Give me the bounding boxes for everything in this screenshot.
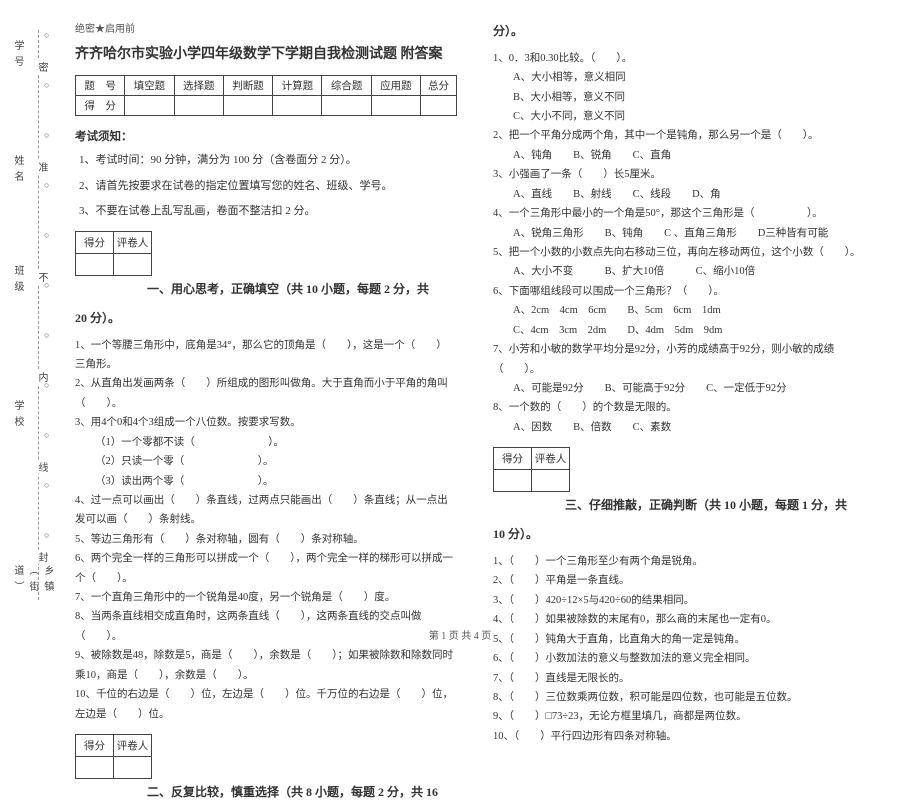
q: 9、被除数是48，除数是5，商是（ ），余数是（ ）；如果被除数和除数同时乘10… [75,646,457,685]
side-label-id: 学号 [10,40,25,72]
mini-th: 得分 [494,448,532,470]
q: 7、（ ）直线是无限长的。 [493,669,875,688]
th: 综合题 [322,76,371,96]
q: 1、0．3和0.30比较。（ ）。 [493,49,875,68]
q-sub: （2）只读一个零（ ）。 [95,452,457,471]
q: 3、（ ）420÷12×5与420÷60的结果相同。 [493,591,875,610]
section2-title: 二、反复比较，慎重选择（共 8 小题，每题 2 分，共 16 [75,783,457,800]
q: 1、（ ）一个三角形至少有两个角是锐角。 [493,552,875,571]
section1-questions: 1、一个等腰三角形中，底角是34°，那么它的顶角是（ ），这是一个（ ）三角形。… [75,336,457,724]
q: 3、用4个0和4个3组成一个八位数。按要求写数。 [75,413,457,432]
notice-item: 1、考试时间：90 分钟，满分为 100 分（含卷面分 2 分）。 [79,152,457,170]
score-table: 题 号 填空题 选择题 判断题 计算题 综合题 应用题 总分 得 分 [75,75,457,116]
opt: A、钝角 B、锐角 C、直角 [513,146,875,165]
table-row: 题 号 填空题 选择题 判断题 计算题 综合题 应用题 总分 [76,76,457,96]
mini-th: 评卷人 [114,231,152,253]
binding-strip: 学号 姓名 班级 学校 乡镇（街道） 密 准 不 内 线 封 [10,30,60,590]
q: 9、（ ）□73÷23，无论方框里填几，商都是两位数。 [493,707,875,726]
section2-questions: 1、0．3和0.30比较。（ ）。 A、大小相等，意义相同 B、大小相等，意义不… [493,49,875,437]
q: 10、（ ）平行四边形有四条对称轴。 [493,727,875,746]
q-sub: （3）读出两个零（ ）。 [95,472,457,491]
side-label-school: 学校 [10,400,25,432]
q: 6、下面哪组线段可以围成一个三角形？（ ）。 [493,282,875,301]
mini-th: 得分 [76,231,114,253]
notice-item: 3、不要在试卷上乱写乱画，卷面不整洁扣 2 分。 [79,203,457,221]
q: 8、一个数的（ ）的个数是无限的。 [493,398,875,417]
scorer-table: 得分 评卷人 [75,734,152,779]
q: 4、一个三角形中最小的一个角是50°，那这个三角形是（ ）。 [493,204,875,223]
mini-th: 得分 [76,735,114,757]
q: 3、小强画了一条（ ）长5厘米。 [493,165,875,184]
side-label-name: 姓名 [10,155,25,187]
scorer-table: 得分 评卷人 [493,447,570,492]
th: 题 号 [76,76,125,96]
section3-title: 三、仔细推敲，正确判断（共 10 小题，每题 1 分，共 [493,496,875,513]
th: 判断题 [223,76,272,96]
q: 1、一个等腰三角形中，底角是34°，那么它的顶角是（ ），这是一个（ ）三角形。 [75,336,457,375]
mini-th: 评卷人 [532,448,570,470]
notice-list: 1、考试时间：90 分钟，满分为 100 分（含卷面分 2 分）。 2、请首先按… [79,152,457,221]
th: 总分 [421,76,457,96]
left-column: 绝密★启用前 齐齐哈尔市实验小学四年级数学下学期自我检测试题 附答案 题 号 填… [65,20,475,620]
opt: A、大小相等，意义相同 [513,68,875,87]
opt: A、锐角三角形 B、钝角 C 、直角三角形 D三种皆有可能 [513,224,875,243]
scorer-table: 得分 评卷人 [75,231,152,276]
opt: C、大小不同，意义不同 [513,107,875,126]
section2-title-tail: 分）。 [493,20,875,43]
q-sub: （1）一个零都不读（ ）。 [95,433,457,452]
table-row: 得 分 [76,96,457,116]
mini-th: 评卷人 [114,735,152,757]
q: 10、千位的右边是（ ）位，左边是（ ）位。千万位的右边是（ ）位，左边是（ ）… [75,685,457,724]
section1-title: 一、用心思考，正确填空（共 10 小题，每题 2 分，共 [75,280,457,297]
th: 选择题 [174,76,223,96]
q: 2、把一个平角分成两个角，其中一个是钝角，那么另一个是（ ）。 [493,126,875,145]
td: 得 分 [76,96,125,116]
side-label-class: 班级 [10,265,25,297]
page-footer: 第 1 页 共 4 页 [0,627,920,642]
q: 5、把一个小数的小数点先向右移动三位，再向左移动两位，这个小数（ ）。 [493,243,875,262]
opt: B、大小相等，意义不同 [513,88,875,107]
notice-title: 考试须知： [75,128,457,144]
opt: A、大小不变 B、扩大10倍 C、缩小10倍 [513,262,875,281]
opt: A、因数 B、倍数 C、素数 [513,418,875,437]
secret-label: 绝密★启用前 [75,20,457,35]
th: 计算题 [273,76,322,96]
opt: A、可能是92分 B、可能高于92分 C、一定低于92分 [513,379,875,398]
q: 7、小芳和小敏的数学平均分是92分，小芳的成绩高于92分，则小敏的成绩（ ）。 [493,340,875,379]
q: 7、一个直角三角形中的一个锐角是40度，另一个锐角是（ ）度。 [75,588,457,607]
opt: C、4cm 3cm 2dm D、4dm 5dm 9dm [513,321,875,340]
q: 6、两个完全一样的三角形可以拼成一个（ ），两个完全一样的梯形可以拼成一个（ ）… [75,549,457,588]
section1-title-tail: 20 分）。 [75,307,457,330]
opt: A、直线 B、射线 C、线段 D、角 [513,185,875,204]
th: 应用题 [371,76,420,96]
notice-item: 2、请首先按要求在试卷的指定位置填写您的姓名、班级、学号。 [79,178,457,196]
q: 2、从直角出发画两条（ ）所组成的图形叫做角。大于直角而小于平角的角叫（ ）。 [75,374,457,413]
exam-title: 齐齐哈尔市实验小学四年级数学下学期自我检测试题 附答案 [75,43,457,63]
dot-column: ○○○○○○ ○○○○○○ [44,30,50,590]
q: 5、等边三角形有（ ）条对称轴，圆有（ ）条对称轴。 [75,530,457,549]
q: 6、（ ）小数加法的意义与整数加法的意义完全相同。 [493,649,875,668]
q: 2、（ ）平角是一条直线。 [493,571,875,590]
right-column: 分）。 1、0．3和0.30比较。（ ）。 A、大小相等，意义相同 B、大小相等… [475,20,885,620]
section3-title-tail: 10 分）。 [493,523,875,546]
section3-questions: 1、（ ）一个三角形至少有两个角是锐角。 2、（ ）平角是一条直线。 3、（ ）… [493,552,875,746]
dash-line [38,30,39,600]
q: 8、（ ）三位数乘两位数，积可能是四位数，也可能是五位数。 [493,688,875,707]
th: 填空题 [125,76,174,96]
opt: A、2cm 4cm 6cm B、5cm 6cm 1dm [513,301,875,320]
q: 4、过一点可以画出（ ）条直线，过两点只能画出（ ）条直线；从一点出发可以画（ … [75,491,457,530]
